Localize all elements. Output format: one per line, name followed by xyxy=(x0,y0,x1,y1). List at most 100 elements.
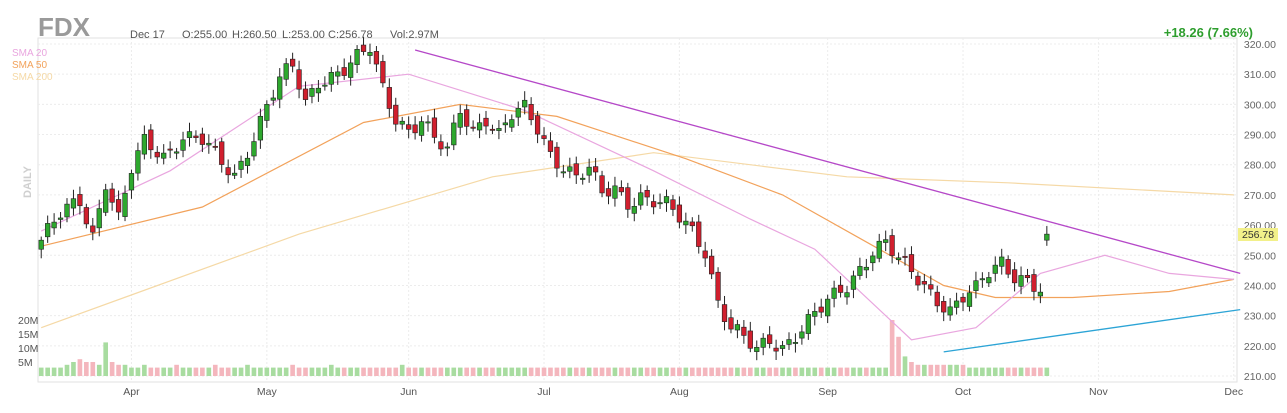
candle-body xyxy=(122,192,128,217)
volume-bar xyxy=(709,367,714,376)
candles xyxy=(38,36,1050,361)
volume-bar xyxy=(193,367,199,376)
candle-body xyxy=(870,255,876,264)
volume-bar xyxy=(212,364,218,376)
candle-body xyxy=(779,345,786,349)
candle-body xyxy=(148,129,154,151)
volume-tick-label: 5M xyxy=(18,357,33,369)
candle-body xyxy=(676,204,683,223)
candle-body xyxy=(986,277,992,284)
volume-bar xyxy=(290,364,295,376)
volume-bar xyxy=(728,367,734,376)
volume-bar xyxy=(722,367,727,376)
candle-body xyxy=(715,271,721,301)
moving-averages xyxy=(40,73,1234,341)
candle-body xyxy=(786,339,792,345)
candle-body xyxy=(51,221,57,229)
volume-bar xyxy=(90,362,96,376)
volume-bar xyxy=(116,364,121,376)
candle-body xyxy=(644,190,650,198)
volume-bar xyxy=(367,367,373,376)
volume-bar xyxy=(902,356,908,376)
candle-body xyxy=(290,58,296,67)
x-tick-label: Nov xyxy=(1089,386,1108,398)
volume-bar xyxy=(657,367,663,376)
candle-body xyxy=(670,199,676,210)
candle-body xyxy=(380,61,386,84)
volume-bar xyxy=(96,364,102,376)
volume-bar xyxy=(999,367,1005,376)
volume-bar xyxy=(735,367,740,376)
candle-body xyxy=(348,62,354,78)
candle-body xyxy=(663,196,670,204)
volume-bar xyxy=(154,367,160,376)
volume-bar xyxy=(876,367,882,376)
volume-bar xyxy=(483,367,489,376)
y-tick-label: 270.00 xyxy=(1244,190,1276,202)
candle-body xyxy=(625,187,631,210)
candle-body xyxy=(115,199,122,213)
legend-sma50: SMA 50 xyxy=(12,60,47,71)
volume-bar xyxy=(967,367,972,376)
volume-bar xyxy=(348,367,353,376)
volume-bar xyxy=(619,367,624,376)
candle-body xyxy=(251,141,257,157)
candle-body xyxy=(921,281,927,285)
volume-bar xyxy=(64,364,70,376)
volume-bar xyxy=(174,364,179,376)
volume-bar xyxy=(316,367,321,376)
volume-bar xyxy=(934,364,940,376)
header-date: Dec 17 xyxy=(130,29,165,41)
candle-body xyxy=(412,124,418,134)
volume-bar xyxy=(509,367,515,376)
x-tick-label: Aug xyxy=(670,386,689,398)
candle-body xyxy=(225,167,231,176)
sma20-line xyxy=(40,73,1234,341)
volume-bar xyxy=(470,367,476,376)
volume-bar xyxy=(799,367,805,376)
volume-bar xyxy=(464,367,469,376)
volume-bar xyxy=(148,367,154,376)
candle-body xyxy=(876,240,882,259)
volume-bar xyxy=(780,367,785,376)
volume-tick-label: 15M xyxy=(18,329,38,341)
volume-bar xyxy=(187,367,192,376)
candle-body xyxy=(1011,269,1018,284)
y-tick-label: 220.00 xyxy=(1244,341,1276,353)
candle-body xyxy=(315,87,322,94)
candle-body xyxy=(760,337,766,348)
trend-down-line xyxy=(414,49,1241,275)
volume-bar xyxy=(77,359,83,376)
candle-body xyxy=(728,317,734,330)
x-tick-label: May xyxy=(257,386,278,398)
candle-body xyxy=(792,342,799,344)
volume-bar xyxy=(200,367,205,376)
candle-body xyxy=(489,128,496,131)
volume-bar xyxy=(573,367,579,376)
volume-bar xyxy=(45,367,50,376)
volume-bar xyxy=(786,367,792,376)
header-volume: Vol:2.97M xyxy=(390,29,439,41)
volume-bar xyxy=(51,367,57,376)
volume-bar xyxy=(702,367,708,376)
volume-bar xyxy=(554,367,560,376)
candle-body xyxy=(451,122,457,146)
volume-bar xyxy=(277,367,283,376)
volume-bar xyxy=(251,367,257,376)
candle-body xyxy=(941,301,947,313)
x-tick-label: Dec xyxy=(1224,386,1243,398)
volume-bar xyxy=(548,367,553,376)
x-tick-label: Oct xyxy=(955,386,971,398)
volume-bar xyxy=(322,367,328,376)
candle-body xyxy=(883,239,889,243)
x-axis-labels: Apr May Jun Jul Aug Sep Oct Nov Dec xyxy=(123,386,1243,398)
volume-bar xyxy=(664,367,669,376)
legend-sma200: SMA 200 xyxy=(12,72,53,83)
candle-body xyxy=(283,63,289,80)
candle-body xyxy=(773,347,779,352)
volume-bar xyxy=(432,367,437,376)
volume-bar xyxy=(309,367,315,376)
candle-body xyxy=(96,208,102,229)
y-tick-label: 280.00 xyxy=(1244,160,1276,172)
candle-body xyxy=(141,134,147,155)
